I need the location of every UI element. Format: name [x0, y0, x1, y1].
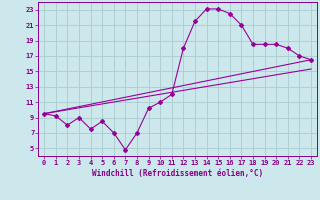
X-axis label: Windchill (Refroidissement éolien,°C): Windchill (Refroidissement éolien,°C): [92, 169, 263, 178]
